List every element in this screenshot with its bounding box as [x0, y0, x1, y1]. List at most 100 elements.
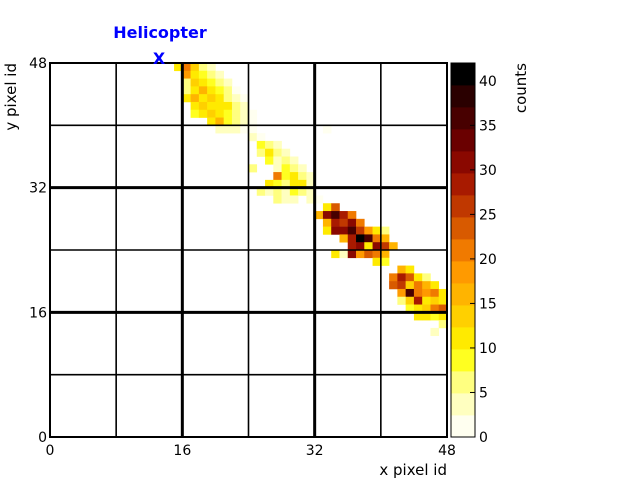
heatmap-cell	[364, 250, 373, 259]
heatmap-cell	[438, 304, 448, 313]
heatmap-cell	[347, 211, 357, 220]
colorbar-swatch	[451, 371, 475, 394]
heatmap-cell	[215, 117, 224, 126]
colorbar-swatch	[451, 129, 475, 152]
heatmap-cell	[256, 140, 266, 150]
heatmap-cell	[223, 117, 233, 126]
heatmap-cell	[248, 164, 258, 173]
heatmap-cell	[207, 78, 216, 87]
heatmap-cell	[430, 296, 440, 305]
colorbar-tick-label: 25	[479, 207, 497, 223]
heatmap-cell	[289, 156, 299, 165]
heatmap-cell	[198, 78, 208, 87]
heatmap-cell	[438, 296, 448, 305]
colorbar-swatch	[451, 151, 475, 174]
heatmap-cell	[298, 187, 307, 196]
heatmap-cell	[215, 101, 224, 111]
x-tick-label: 48	[438, 443, 456, 459]
heatmap-cell	[438, 312, 448, 321]
heatmap-cell	[240, 109, 249, 118]
helicopter-label: Helicopter	[113, 23, 207, 42]
colorbar-swatch	[451, 63, 475, 86]
heatmap-cell	[339, 250, 349, 259]
colorbar-tick-label: 15	[479, 296, 497, 312]
heatmap-cell	[331, 218, 340, 227]
heatmap-cell	[289, 172, 299, 181]
heatmap-cell	[223, 86, 233, 95]
heatmap-cell	[405, 304, 415, 313]
heatmap-cell	[240, 94, 249, 103]
heatmap-cell	[347, 218, 357, 227]
colorbar-swatch	[451, 349, 475, 372]
y-tick-label: 48	[29, 56, 47, 72]
heatmap-cell	[273, 195, 282, 204]
heatmap-cell	[273, 156, 282, 165]
x-tick-label: 0	[46, 443, 55, 459]
heatmap-cell	[413, 304, 423, 313]
heatmap-cell	[389, 242, 398, 251]
heatmap-cell	[207, 109, 216, 118]
heatmap-cell	[339, 218, 349, 227]
heatmap-cell	[207, 70, 216, 79]
heatmap-cell	[339, 234, 349, 243]
heatmap-cell	[405, 296, 415, 305]
heatmap-cell	[430, 288, 440, 298]
heatmap-cell	[364, 242, 373, 251]
heatmap-cell	[356, 250, 365, 259]
colorbar-swatch	[451, 283, 475, 306]
colorbar-ticks: 0 5 10 15 20 25 30 35 40	[470, 74, 497, 446]
heatmap-cell	[265, 179, 274, 188]
heatmap-cell	[190, 109, 200, 118]
heatmap-cell	[273, 148, 282, 157]
heatmap-cell	[331, 250, 340, 259]
heatmap-cell	[273, 179, 282, 188]
heatmap-cell	[347, 242, 357, 251]
heatmap-cell	[298, 164, 307, 173]
heatmap-cell	[339, 226, 349, 235]
heatmap-cell	[207, 101, 216, 111]
y-tick-label: 16	[29, 305, 47, 321]
heatmap-cell	[380, 257, 390, 266]
heatmap-cell	[422, 304, 431, 313]
heatmap-cell	[281, 179, 291, 188]
heatmap-cell	[314, 195, 324, 204]
heatmap-cell	[215, 109, 224, 118]
heatmap-cell	[356, 234, 365, 243]
colorbar-swatch	[451, 173, 475, 196]
heatmap-cell	[405, 265, 415, 274]
heatmap-cell	[190, 94, 200, 103]
heatmap-cell	[347, 234, 357, 243]
heatmap-cell	[413, 288, 423, 298]
heatmap-cell	[190, 101, 200, 111]
colorbar-tick-label: 0	[479, 430, 488, 446]
heatmap-cell	[190, 63, 200, 72]
heatmap-cell	[289, 179, 299, 188]
heatmap-cell	[198, 109, 208, 118]
x-tick-label: 32	[306, 443, 324, 459]
heatmap-cell	[397, 296, 406, 305]
heatmap-cell	[273, 172, 282, 181]
heatmap-cell	[256, 187, 266, 196]
heatmap-cell	[422, 296, 431, 305]
heatmap-cell	[273, 140, 282, 150]
heatmap-cell	[372, 226, 382, 235]
heatmap-cell	[372, 250, 382, 259]
heatmap-cell	[306, 179, 315, 188]
heatmap-cell	[223, 109, 233, 118]
heatmap-cell	[306, 172, 315, 181]
y-tick-label: 0	[38, 430, 47, 446]
heatmap-cell	[430, 327, 440, 337]
heatmap-cell	[265, 140, 274, 150]
heatmap-cell	[331, 226, 340, 235]
colorbar-tick-label: 20	[479, 252, 497, 268]
heatmap-cell	[198, 94, 208, 103]
heatmap-cell	[281, 148, 291, 157]
heatmap-cell	[430, 281, 440, 290]
heatmap-cell	[223, 125, 233, 134]
heatmap-cell	[380, 234, 390, 243]
heatmap-cell	[248, 125, 258, 134]
heatmap-cell	[322, 226, 332, 235]
heatmap-cell	[289, 187, 299, 196]
heatmap-cell	[223, 94, 233, 103]
heatmap-cell	[438, 288, 448, 298]
